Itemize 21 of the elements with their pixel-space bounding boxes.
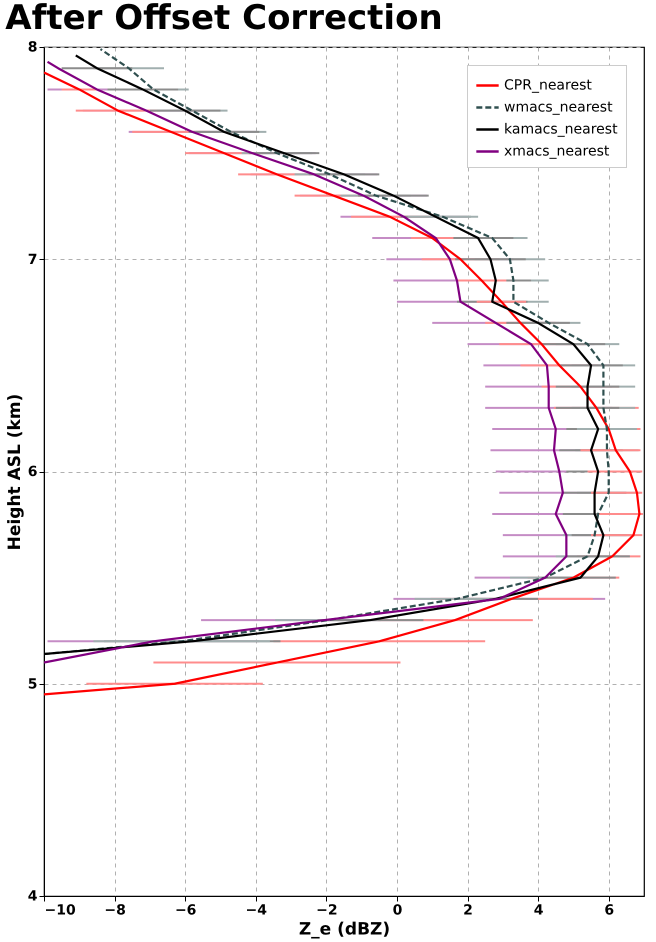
x-tick-label: 4 — [534, 902, 544, 918]
y-tick-label: 8 — [28, 40, 38, 56]
legend-label: wmacs_nearest — [504, 100, 614, 116]
x-tick-label: 6 — [604, 902, 614, 918]
y-axis-title: Height ASL (km) — [4, 394, 25, 550]
chart-title: After Offset Correction — [5, 0, 443, 38]
x-tick-label: −2 — [316, 902, 338, 918]
y-tick-label: 4 — [28, 888, 38, 904]
legend-label: xmacs_nearest — [504, 144, 610, 160]
x-tick-label: −4 — [246, 902, 268, 918]
legend-label: kamacs_nearest — [504, 122, 618, 138]
x-tick-label: 2 — [463, 902, 473, 918]
y-tick-label: 7 — [28, 252, 38, 268]
y-tick-label: 5 — [28, 676, 38, 692]
x-axis-title: Z_e (dBZ) — [298, 920, 390, 940]
x-tick-label: −10 — [44, 902, 76, 918]
y-tick-label: 6 — [28, 464, 38, 480]
x-tick-label: −8 — [104, 902, 126, 918]
x-tick-label: 0 — [392, 902, 403, 918]
x-tick-label: −6 — [174, 902, 196, 918]
legend-label: CPR_nearest — [504, 78, 592, 94]
